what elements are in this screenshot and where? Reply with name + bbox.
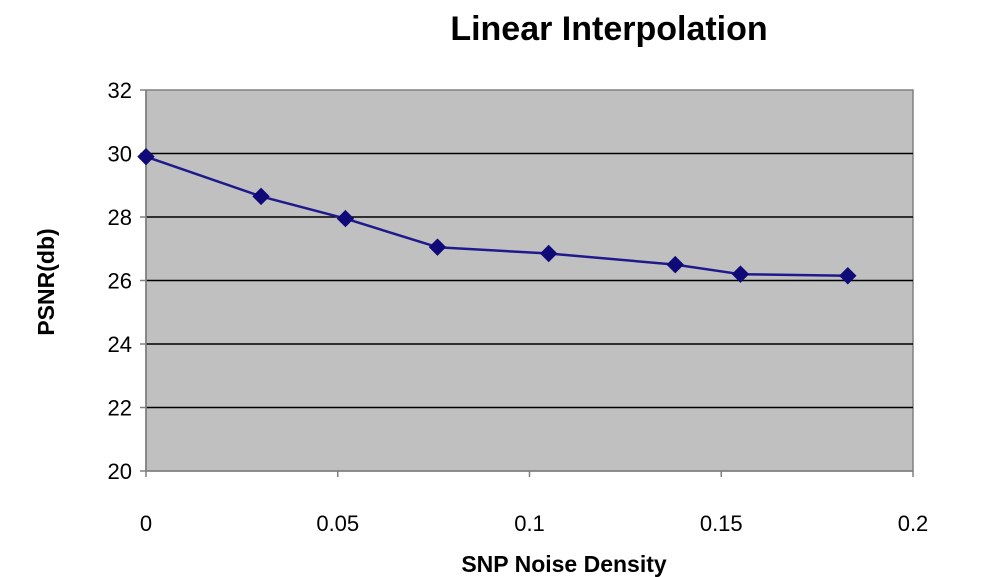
x-tick-label: 0 — [140, 511, 152, 536]
y-tick-labels: 20 22 24 26 28 30 32 — [108, 78, 132, 484]
y-axis-label: PSNR(db) — [33, 228, 59, 335]
gridlines — [146, 152, 913, 409]
chart-title: Linear Interpolation — [450, 10, 767, 48]
x-tick-label: 0.2 — [898, 511, 929, 536]
x-tick-label: 0.05 — [316, 511, 359, 536]
data-point — [252, 187, 270, 206]
y-tick-label: 22 — [108, 396, 132, 421]
y-tick-label: 32 — [108, 78, 132, 103]
data-point — [839, 267, 857, 285]
data-point — [539, 244, 558, 263]
data-point — [666, 255, 684, 274]
x-tick-labels: 0 0.05 0.1 0.15 0.2 — [140, 511, 928, 536]
y-tick-label: 28 — [108, 205, 132, 230]
y-tick-label: 26 — [108, 269, 132, 294]
x-tick-label: 0.15 — [700, 511, 743, 536]
series-line — [144, 155, 850, 277]
y-tick-label: 24 — [108, 332, 132, 357]
data-point — [731, 265, 750, 283]
y-tick-label: 20 — [108, 459, 132, 484]
data-point — [428, 238, 447, 256]
data-point — [137, 147, 155, 166]
y-tick-label: 30 — [108, 142, 132, 167]
x-axis-label: SNP Noise Density — [461, 551, 667, 577]
series-group — [137, 147, 857, 285]
x-tick-label: 0.1 — [514, 511, 545, 536]
data-point — [336, 209, 355, 228]
